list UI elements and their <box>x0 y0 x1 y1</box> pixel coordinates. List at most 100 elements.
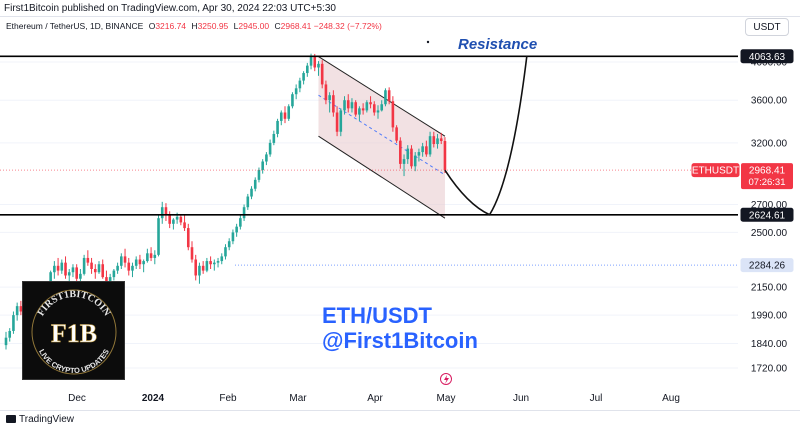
candle <box>213 259 216 271</box>
candle-body <box>134 259 138 266</box>
candle <box>149 247 153 262</box>
candle <box>406 145 410 164</box>
candle-body <box>97 264 101 273</box>
candle-body <box>399 140 402 164</box>
candle-body <box>168 215 171 224</box>
candle-body <box>253 179 257 189</box>
y-tick-label: 2150.00 <box>751 283 788 294</box>
resistance-price-label-bg <box>740 49 794 64</box>
open-value: 3216.74 <box>155 21 187 31</box>
close-value: 2968.41 <box>280 21 312 31</box>
candle-body <box>309 56 313 66</box>
candle-body <box>436 138 439 145</box>
candle <box>421 142 424 157</box>
candle-body <box>417 152 421 156</box>
candle-body <box>86 257 90 263</box>
candle-body <box>387 90 391 102</box>
level-lines <box>0 55 738 266</box>
candle-body <box>320 63 324 85</box>
candle-body <box>443 141 447 171</box>
currency-button[interactable]: USDT <box>745 18 789 36</box>
candle-body <box>343 100 346 111</box>
current-price-text: 2968.41 <box>749 166 786 177</box>
candle-body <box>8 330 12 338</box>
candle-body <box>395 127 398 141</box>
candle <box>116 262 119 274</box>
candle <box>242 204 246 221</box>
candle-body <box>19 306 23 312</box>
candle <box>294 84 298 100</box>
candle <box>391 96 395 132</box>
candle-body <box>358 108 361 115</box>
candle-body <box>242 207 246 219</box>
candle <box>123 248 127 268</box>
candle <box>205 257 209 273</box>
candle-body <box>157 218 160 255</box>
channel-midline <box>318 94 446 176</box>
candle <box>291 92 294 109</box>
candle <box>279 110 283 126</box>
y-tick-label: 3600.00 <box>751 96 788 107</box>
candle-body <box>250 188 253 197</box>
candle <box>179 214 183 226</box>
candle-body <box>93 269 97 273</box>
high-label: H <box>191 21 198 31</box>
svg-text:LIVE CRYPTO UPDATES: LIVE CRYPTO UPDATES <box>37 348 111 376</box>
candle <box>53 261 56 279</box>
resistance-price-label-text: 4063.63 <box>749 52 786 63</box>
candle <box>402 154 406 177</box>
footer: TradingView <box>0 410 800 430</box>
price-chart[interactable]: 4000.003600.003200.002700.002500.002150.… <box>0 0 800 410</box>
candle-body <box>220 256 224 262</box>
candle <box>343 96 346 115</box>
candle-body <box>198 265 201 276</box>
candle-body <box>179 216 183 223</box>
descending-channel <box>318 56 446 219</box>
candle-body <box>432 136 436 145</box>
symbol-price-tag-text: ETHUSDT <box>692 166 739 177</box>
candle-body <box>425 146 428 155</box>
candle <box>198 262 201 284</box>
channel-upper-line <box>318 56 446 137</box>
candle-body <box>261 161 264 170</box>
candle <box>160 201 164 224</box>
candle <box>183 215 186 231</box>
candle-body <box>108 277 112 283</box>
logo-graphic: FIRST1BITCOIN F1B LIVE CRYPTO UPDATES <box>31 289 117 376</box>
lower-level-price-label: 2284.26 <box>740 258 794 273</box>
candle-body <box>335 112 339 132</box>
tradingview-brand[interactable]: TradingView <box>6 414 74 425</box>
candle-body <box>213 262 216 265</box>
y-tick-label: 2500.00 <box>751 228 788 239</box>
logo-tagline: LIVE CRYPTO UPDATES <box>37 348 111 376</box>
candle-body <box>298 80 302 89</box>
candle-body <box>265 154 268 162</box>
x-tick-label: Feb <box>219 393 237 404</box>
x-axis: Dec 2024 Feb Mar Apr May Jun Jul Aug <box>68 393 680 404</box>
chart-frame <box>0 16 800 411</box>
first1bitcoin-logo: FIRST1BITCOIN F1B LIVE CRYPTO UPDATES <box>22 281 125 380</box>
candle-body <box>272 133 276 143</box>
support-price-label: 2624.61 <box>740 207 794 222</box>
low-value: 2945.00 <box>238 21 270 31</box>
candle <box>365 100 369 113</box>
tradingview-label: TradingView <box>19 414 75 425</box>
candle-body <box>164 207 168 216</box>
candle-body <box>209 261 212 265</box>
candle <box>417 148 421 162</box>
candle <box>302 71 305 85</box>
candle-body <box>149 253 153 258</box>
candle-body <box>294 88 298 95</box>
candle <box>261 159 264 174</box>
candle <box>71 264 75 278</box>
candle <box>164 203 168 221</box>
candle-body <box>64 262 67 276</box>
candle <box>332 90 335 117</box>
candle <box>361 103 365 115</box>
candle <box>428 131 432 157</box>
candle-body <box>291 94 294 107</box>
x-tick-label: Jul <box>590 393 603 404</box>
candle-body <box>79 273 82 279</box>
flash-icon <box>440 373 452 385</box>
x-tick-label: Aug <box>662 393 680 404</box>
